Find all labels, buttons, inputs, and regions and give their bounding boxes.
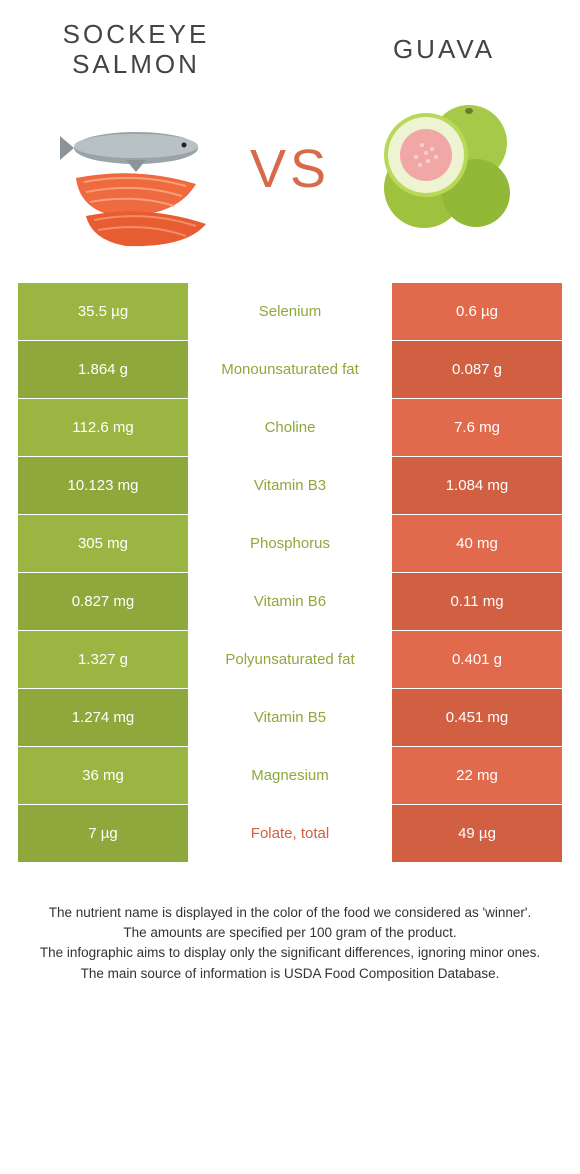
footer-line: The main source of information is USDA F… [30,964,550,984]
right-value: 0.401 g [392,631,562,688]
right-value: 0.11 mg [392,573,562,630]
footer-line: The infographic aims to display only the… [30,943,550,963]
comparison-header: SOCKEYE SALMON VS GUAVA [0,0,580,258]
nutrient-name: Vitamin B5 [188,689,392,746]
nutrient-row: 112.6 mgCholine7.6 mg [18,399,562,457]
guava-image [364,83,524,243]
left-value: 10.123 mg [18,457,188,514]
left-value: 1.274 mg [18,689,188,746]
nutrient-name: Phosphorus [188,515,392,572]
nutrient-name: Monounsaturated fat [188,341,392,398]
left-value: 7 µg [18,805,188,862]
footer-line: The nutrient name is displayed in the co… [30,903,550,923]
left-food-column: SOCKEYE SALMON [30,20,242,258]
nutrient-row: 35.5 µgSelenium0.6 µg [18,283,562,341]
right-value: 1.084 mg [392,457,562,514]
right-food-column: GUAVA [338,35,550,243]
left-value: 36 mg [18,747,188,804]
nutrient-name: Magnesium [188,747,392,804]
nutrient-row: 1.274 mgVitamin B50.451 mg [18,689,562,747]
left-value: 1.864 g [18,341,188,398]
footer-notes: The nutrient name is displayed in the co… [30,903,550,984]
right-value: 0.6 µg [392,283,562,340]
nutrient-row: 1.327 gPolyunsaturated fat0.401 g [18,631,562,689]
nutrient-name: Selenium [188,283,392,340]
vs-label: VS [242,138,338,200]
salmon-image [56,98,216,258]
nutrient-name: Vitamin B3 [188,457,392,514]
nutrient-row: 7 µgFolate, total49 µg [18,805,562,863]
left-value: 35.5 µg [18,283,188,340]
nutrient-row: 305 mgPhosphorus40 mg [18,515,562,573]
right-value: 0.087 g [392,341,562,398]
nutrient-name: Choline [188,399,392,456]
left-value: 0.827 mg [18,573,188,630]
nutrient-name: Vitamin B6 [188,573,392,630]
nutrient-comparison-table: 35.5 µgSelenium0.6 µg1.864 gMonounsatura… [18,283,562,863]
right-value: 49 µg [392,805,562,862]
right-food-title: GUAVA [393,35,495,65]
nutrient-row: 36 mgMagnesium22 mg [18,747,562,805]
left-value: 1.327 g [18,631,188,688]
nutrient-name: Polyunsaturated fat [188,631,392,688]
footer-line: The amounts are specified per 100 gram o… [30,923,550,943]
nutrient-row: 10.123 mgVitamin B31.084 mg [18,457,562,515]
nutrient-name: Folate, total [188,805,392,862]
right-value: 22 mg [392,747,562,804]
left-value: 112.6 mg [18,399,188,456]
left-food-title: SOCKEYE SALMON [30,20,242,80]
nutrient-row: 1.864 gMonounsaturated fat0.087 g [18,341,562,399]
right-value: 40 mg [392,515,562,572]
right-value: 0.451 mg [392,689,562,746]
left-value: 305 mg [18,515,188,572]
nutrient-row: 0.827 mgVitamin B60.11 mg [18,573,562,631]
right-value: 7.6 mg [392,399,562,456]
